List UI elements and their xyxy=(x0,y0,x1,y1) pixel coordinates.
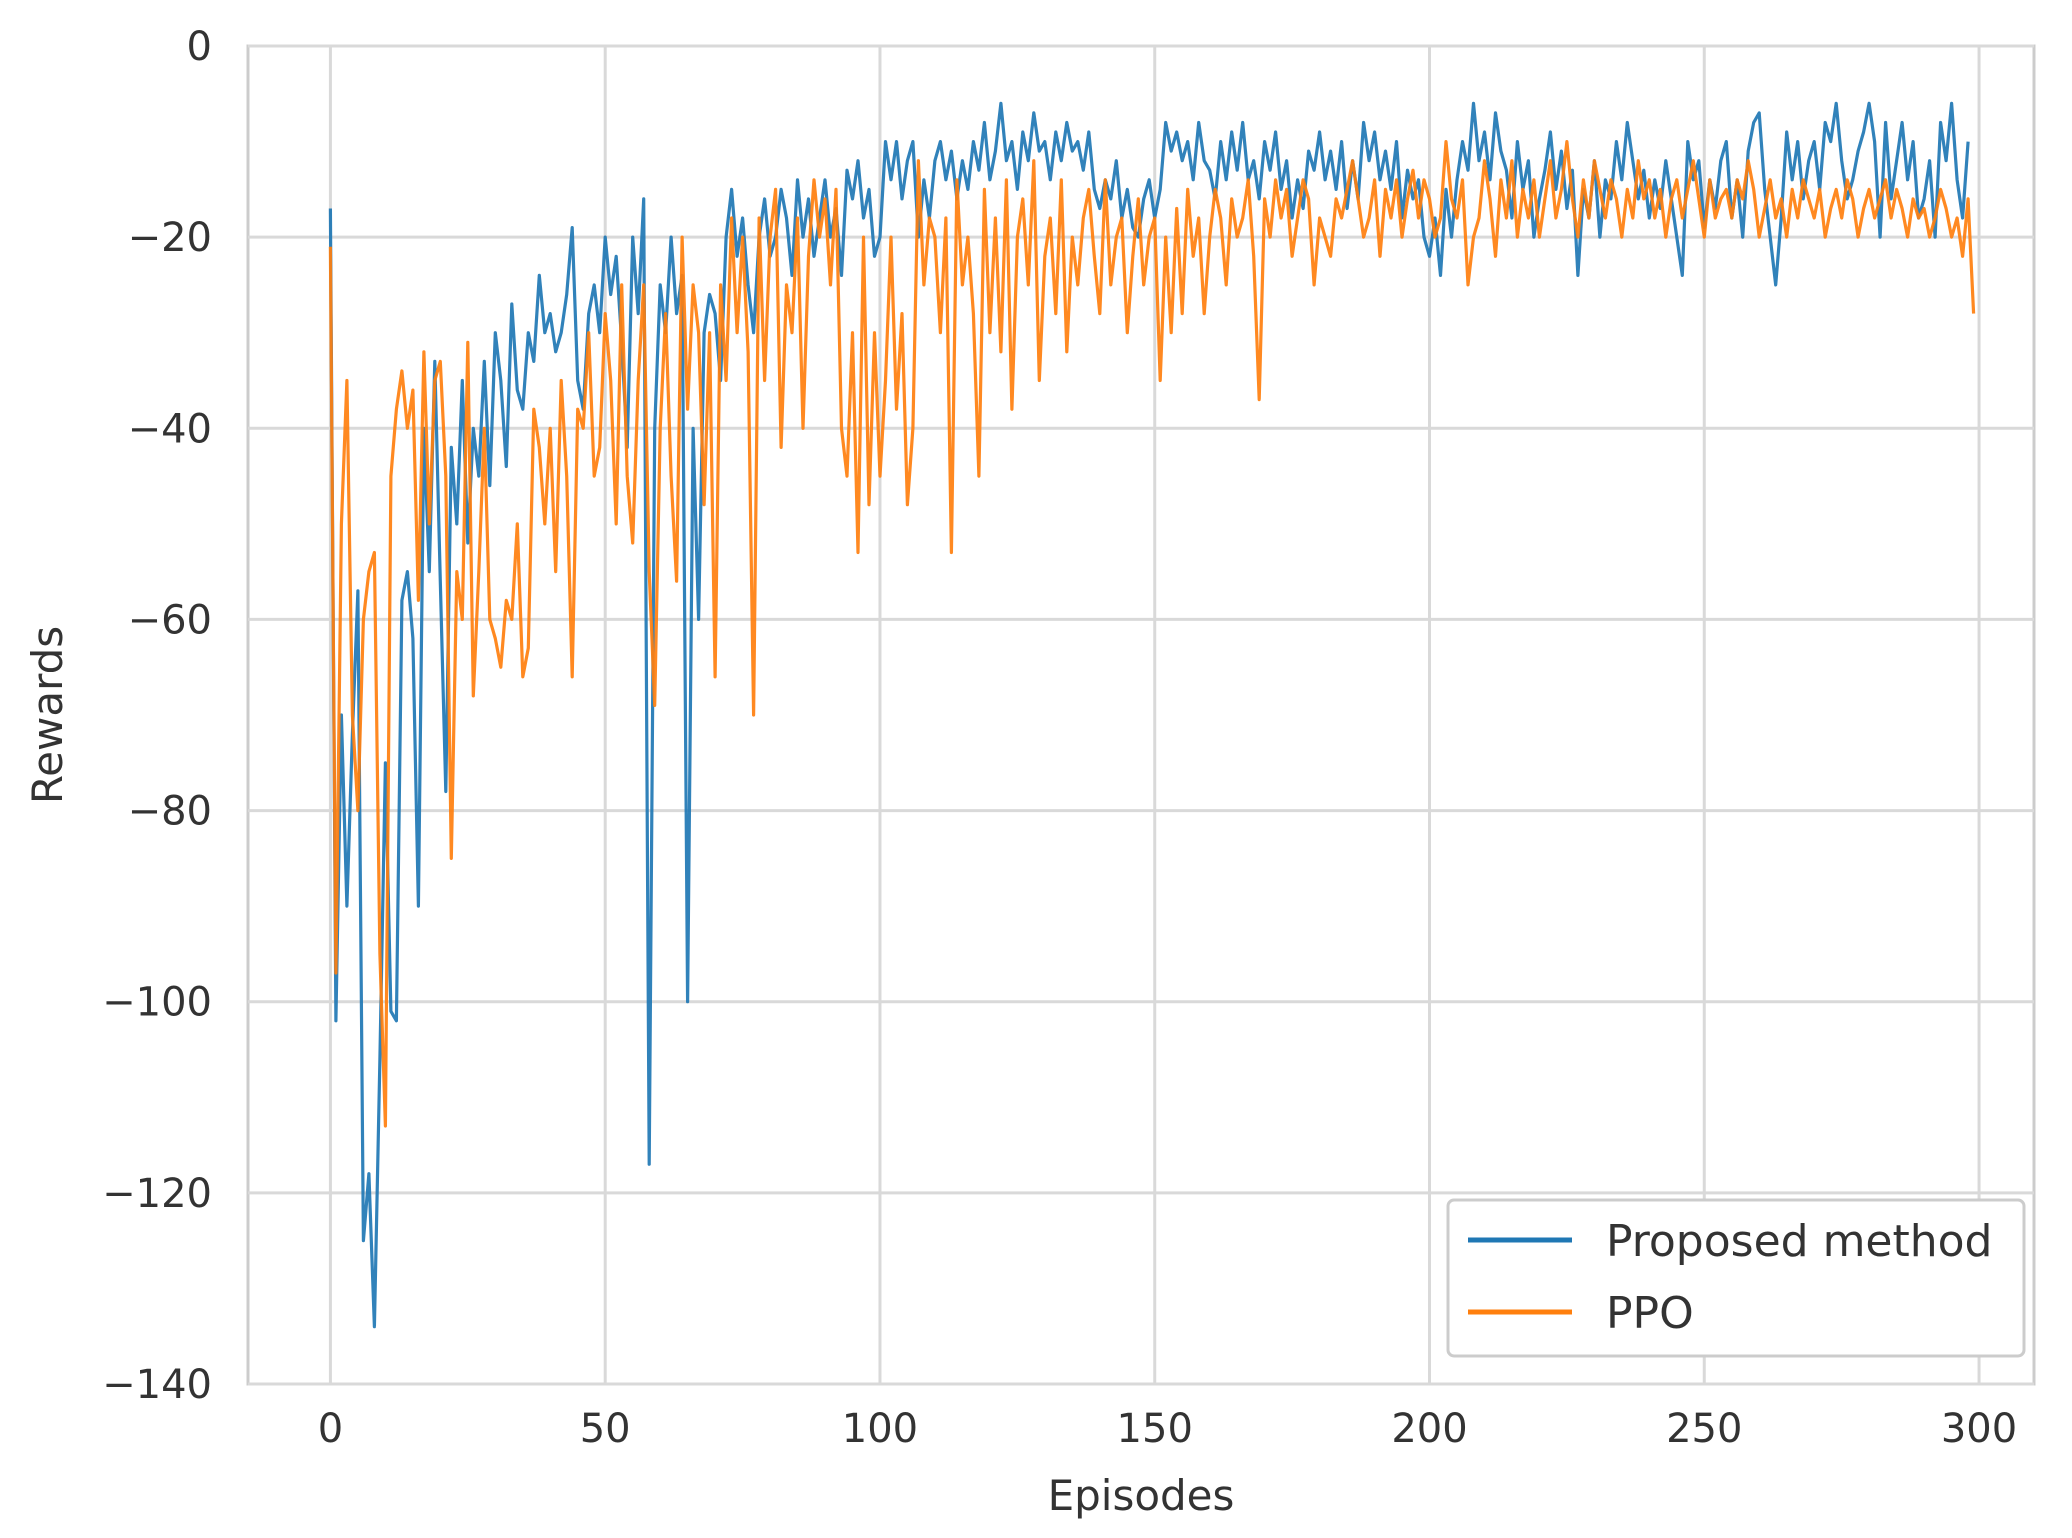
y-tick-label: −140 xyxy=(102,1362,212,1408)
y-tick-label: −80 xyxy=(128,789,212,835)
y-tick-label: 0 xyxy=(187,24,212,70)
y-tick-label: −20 xyxy=(128,215,212,261)
x-tick-label: 200 xyxy=(1391,1406,1467,1452)
legend-box xyxy=(1446,1198,2026,1358)
y-tick-label: −60 xyxy=(128,597,212,643)
legend-label-ppo: PPO xyxy=(1606,1288,1694,1339)
legend: Proposed method PPO xyxy=(1446,1198,2026,1358)
tick-labels: 0 50 100 150 200 250 300 0 −20 −40 −60 −80 −100 −120 −… xyxy=(102,24,2017,1452)
y-axis-label: Rewards xyxy=(23,626,72,804)
x-tick-label: 300 xyxy=(1941,1406,2017,1452)
legend-label-proposed-method: Proposed method xyxy=(1606,1216,1992,1267)
y-tick-label: −40 xyxy=(128,406,212,452)
x-tick-label: 50 xyxy=(580,1406,631,1452)
series-line-ppo xyxy=(328,140,1976,1128)
x-tick-label: 0 xyxy=(318,1406,343,1452)
x-tick-label: 250 xyxy=(1666,1406,1742,1452)
x-tick-label: 100 xyxy=(842,1406,918,1452)
y-tick-label: −100 xyxy=(102,980,212,1026)
x-axis-label: Episodes xyxy=(1048,1471,1235,1520)
plot-background xyxy=(246,44,2036,1386)
series-lines xyxy=(328,101,1976,1329)
y-tick-label: −120 xyxy=(102,1171,212,1217)
x-tick-label: 150 xyxy=(1117,1406,1193,1452)
